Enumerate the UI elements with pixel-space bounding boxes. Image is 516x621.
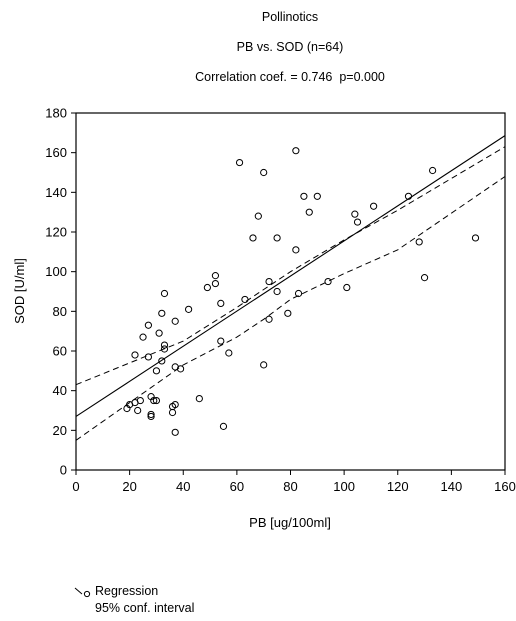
data-point <box>147 410 155 419</box>
data-point <box>158 309 166 317</box>
x-tick-label: 60 <box>230 479 244 494</box>
data-point <box>203 283 211 292</box>
data-point <box>260 361 268 369</box>
data-point <box>471 234 480 242</box>
data-point <box>158 357 166 365</box>
ci-lower-line <box>75 176 506 441</box>
data-point <box>217 337 225 345</box>
scatter-points <box>123 147 480 436</box>
data-point <box>136 396 144 405</box>
data-point <box>294 289 303 298</box>
data-point <box>219 422 228 430</box>
y-axis: 0 20 40 60 80 100 120 140 160 180 <box>45 106 76 478</box>
data-point <box>150 396 158 405</box>
data-point <box>171 317 179 325</box>
data-point <box>254 212 262 220</box>
data-point <box>370 202 378 210</box>
legend <box>74 587 91 598</box>
x-tick-label: 0 <box>72 479 79 494</box>
data-point <box>292 147 300 155</box>
data-point <box>131 351 139 359</box>
data-point <box>168 408 177 417</box>
y-axis-label: SOD [U/ml] <box>12 258 27 324</box>
legend-point-icon <box>83 590 91 598</box>
data-point <box>324 277 332 286</box>
y-tick-label: 140 <box>45 185 67 200</box>
data-point <box>265 315 273 323</box>
legend-regression-line <box>74 587 83 595</box>
data-point <box>152 367 161 375</box>
data-point <box>300 192 308 200</box>
data-point <box>134 406 142 415</box>
data-point <box>171 428 179 436</box>
data-point <box>195 395 203 403</box>
chart-annotation: Correlation coef. = 0.746 p=0.000 <box>195 70 385 84</box>
y-tick-label: 0 <box>60 463 67 478</box>
data-point <box>144 353 152 361</box>
data-point <box>211 279 220 288</box>
data-point <box>185 305 193 313</box>
data-point <box>353 218 362 226</box>
y-tick-label: 60 <box>53 344 67 359</box>
data-point <box>273 234 281 242</box>
y-tick-label: 40 <box>53 383 67 398</box>
x-tick-label: 140 <box>441 479 463 494</box>
data-point <box>415 238 423 246</box>
data-point <box>265 277 273 286</box>
y-tick-label: 160 <box>45 145 67 160</box>
data-point <box>420 274 429 282</box>
data-point <box>404 192 413 200</box>
y-tick-label: 20 <box>53 423 67 438</box>
data-point <box>160 345 169 353</box>
data-point <box>351 210 359 218</box>
data-point <box>176 365 185 373</box>
legend-regression-label: Regression <box>95 584 159 598</box>
x-tick-label: 100 <box>333 479 355 494</box>
ci-upper-line <box>75 146 506 386</box>
x-tick-label: 40 <box>176 479 190 494</box>
data-point <box>284 309 292 317</box>
y-tick-label: 100 <box>45 264 67 279</box>
data-point <box>429 166 437 175</box>
data-point <box>171 400 179 409</box>
data-point <box>235 158 244 167</box>
data-point <box>343 283 351 292</box>
data-point <box>273 287 281 296</box>
data-point <box>160 341 169 349</box>
confidence-interval-lines <box>75 146 506 441</box>
regression-line-group <box>75 135 506 417</box>
data-point <box>225 349 233 357</box>
data-point <box>241 295 249 304</box>
regression-line <box>75 135 506 417</box>
data-point <box>139 333 147 341</box>
data-point <box>313 192 321 200</box>
chart-subtitle: PB vs. SOD (n=64) <box>236 40 344 54</box>
x-tick-label: 160 <box>494 479 516 494</box>
x-axis: 0 20 40 60 80 100 120 140 160 <box>72 470 516 494</box>
legend-ci-label: 95% conf. interval <box>95 601 195 615</box>
y-tick-label: 120 <box>45 225 67 240</box>
y-tick-label: 180 <box>45 106 67 121</box>
chart-title: Pollinotics <box>261 10 319 24</box>
data-point <box>160 289 169 298</box>
data-point <box>305 208 313 216</box>
y-tick-label: 80 <box>53 304 67 319</box>
data-point <box>211 272 220 280</box>
x-tick-label: 20 <box>122 479 136 494</box>
data-point <box>144 321 152 329</box>
data-point <box>152 396 161 405</box>
data-point <box>155 329 163 337</box>
x-tick-label: 120 <box>387 479 409 494</box>
plot-frame <box>75 112 506 471</box>
x-tick-label: 80 <box>283 479 297 494</box>
data-point <box>260 168 268 177</box>
data-point <box>147 412 155 421</box>
data-point <box>217 299 225 307</box>
data-point <box>292 246 300 254</box>
x-axis-label: PB [ug/100ml] <box>249 515 331 530</box>
data-point <box>249 234 257 242</box>
